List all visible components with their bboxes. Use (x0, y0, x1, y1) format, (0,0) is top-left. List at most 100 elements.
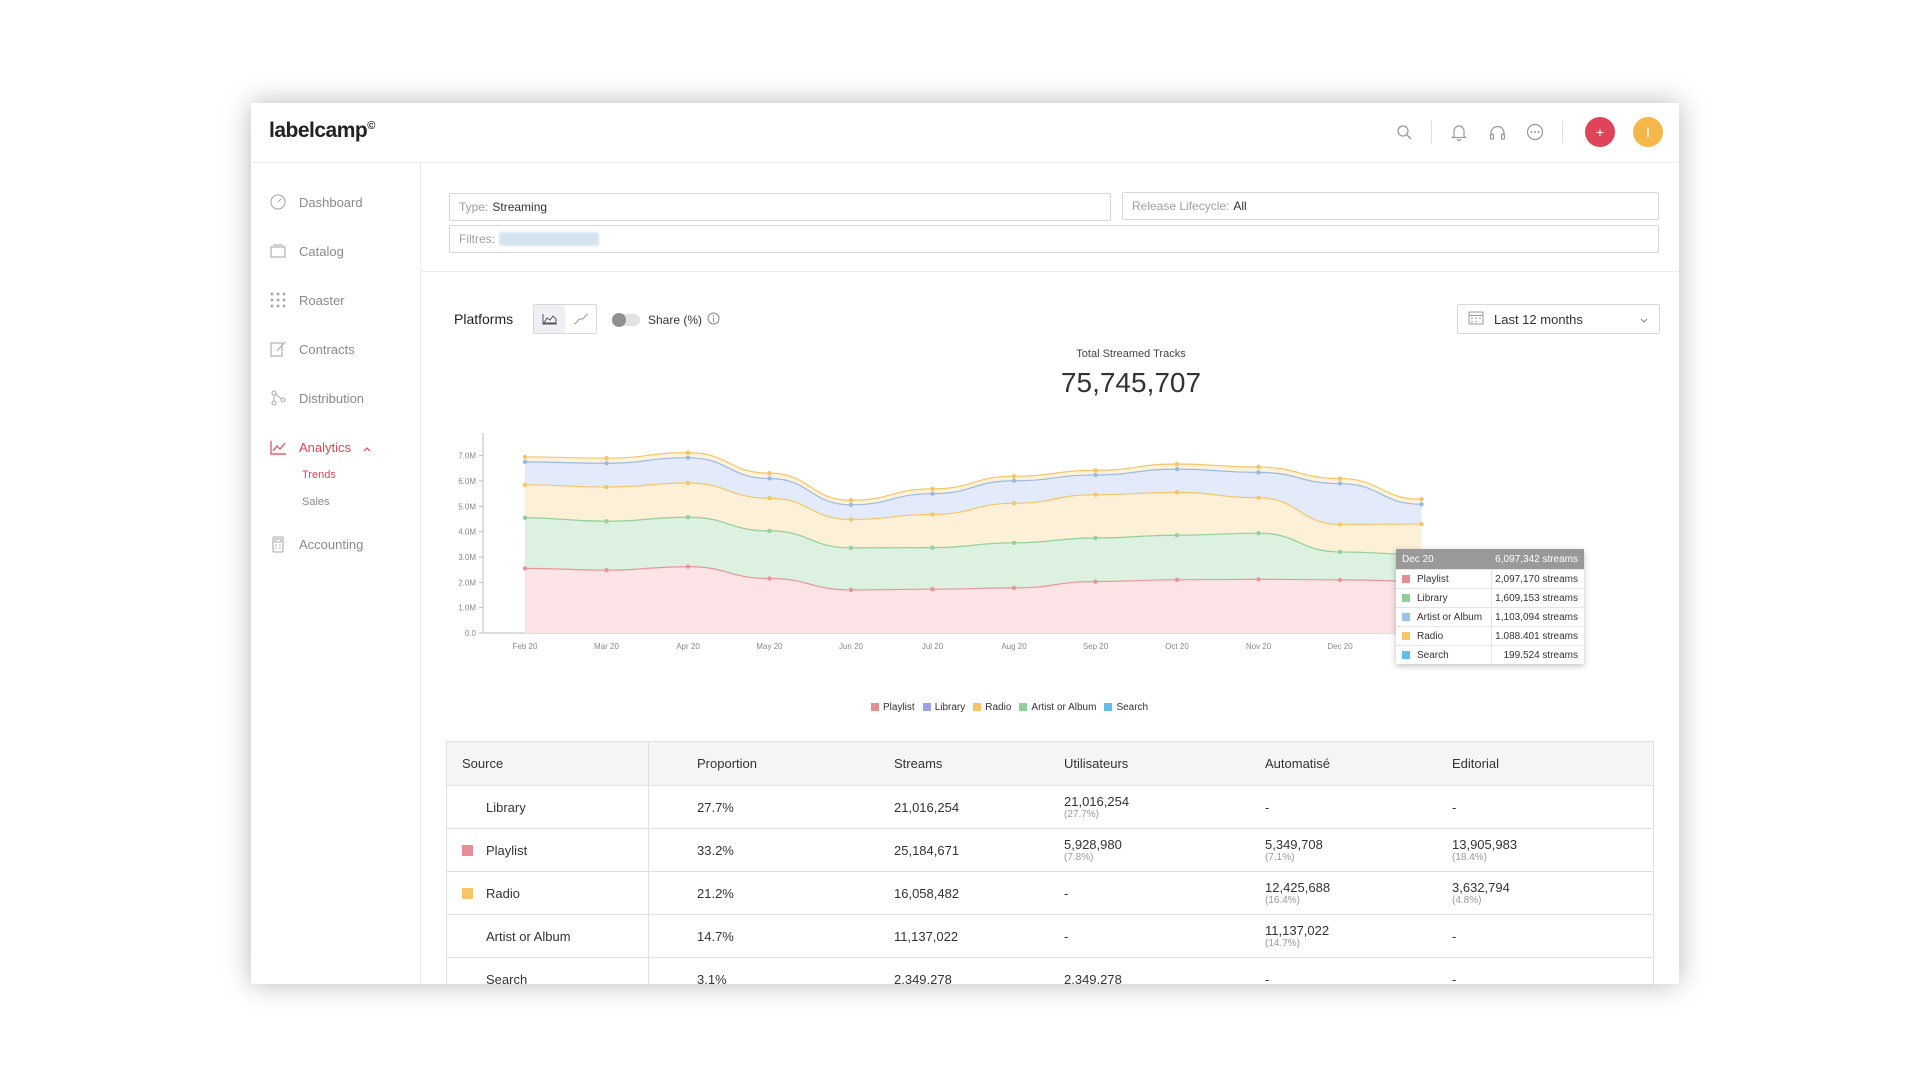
data-point[interactable] (1011, 585, 1017, 591)
data-point[interactable] (848, 502, 854, 508)
header-proportion[interactable]: Proportion (697, 756, 757, 771)
data-point[interactable] (848, 517, 854, 522)
y-tick-label: 1.0M (458, 604, 476, 613)
data-point[interactable] (930, 545, 935, 550)
sidebar-item-distribution[interactable]: Distribution (269, 389, 364, 407)
data-point[interactable] (604, 484, 609, 490)
filter-chip[interactable] (499, 232, 599, 246)
bell-icon[interactable] (1444, 117, 1474, 147)
data-point[interactable] (1093, 468, 1098, 473)
add-button[interactable]: + (1585, 117, 1615, 147)
type-filter[interactable]: Type: Streaming (449, 193, 1111, 221)
area-chart-button[interactable] (534, 305, 565, 333)
data-point[interactable] (1256, 495, 1261, 500)
data-point[interactable] (685, 515, 691, 520)
data-point[interactable] (1337, 481, 1343, 486)
data-point[interactable] (604, 461, 609, 466)
data-point[interactable] (1337, 522, 1343, 527)
data-point[interactable] (1337, 577, 1343, 583)
data-point[interactable] (1256, 577, 1261, 582)
legend-search[interactable]: Search (1104, 702, 1148, 713)
headphones-icon[interactable] (1482, 117, 1512, 147)
header-users[interactable]: Utilisateurs (1064, 756, 1129, 771)
table-row[interactable]: Artist or Album 14.7% 11,137,022 - 11,137,02… (447, 915, 1653, 958)
data-point[interactable] (767, 528, 772, 534)
table-row[interactable]: Radio 21.2% 16,058,482 - 12,425,688 (16.4%) 3,… (447, 872, 1653, 915)
sidebar-item-accounting[interactable]: Accounting (269, 535, 363, 553)
data-point[interactable] (1174, 577, 1180, 582)
data-point[interactable] (1337, 476, 1343, 481)
table-row[interactable]: Search 3.1% 2,349,278 2,349,278 - - (447, 958, 1653, 984)
line-chart-button[interactable] (565, 305, 596, 333)
sidebar-item-catalog[interactable]: Catalog (269, 242, 344, 260)
data-point[interactable] (685, 455, 691, 460)
data-point[interactable] (1256, 470, 1261, 475)
data-point[interactable] (1174, 490, 1180, 495)
data-point[interactable] (1419, 521, 1424, 527)
data-point[interactable] (1419, 497, 1424, 502)
subnav-trends[interactable]: Trends (302, 469, 336, 481)
sidebar-item-analytics[interactable]: Analytics (269, 438, 371, 456)
sidebar-item-dashboard[interactable]: Dashboard (269, 193, 363, 211)
data-point[interactable] (685, 564, 691, 569)
table-row[interactable]: Playlist 33.2% 25,184,671 5,928,980 (7.8%) 5,… (447, 829, 1653, 872)
data-point[interactable] (604, 456, 609, 461)
data-point[interactable] (1093, 472, 1098, 478)
data-point[interactable] (848, 545, 854, 551)
data-point[interactable] (522, 459, 528, 465)
data-point[interactable] (767, 496, 772, 501)
data-point[interactable] (685, 450, 691, 455)
header-automated[interactable]: Automatisé (1265, 756, 1331, 771)
data-point[interactable] (1256, 530, 1261, 536)
sidebar-item-contracts[interactable]: Contracts (269, 340, 355, 358)
data-point[interactable] (1256, 464, 1261, 470)
data-point[interactable] (1011, 540, 1017, 546)
logo[interactable]: labelcamp© (269, 119, 375, 143)
data-point[interactable] (1337, 549, 1343, 555)
info-icon[interactable] (707, 312, 720, 328)
data-point[interactable] (1011, 501, 1017, 506)
data-point[interactable] (1093, 535, 1098, 541)
header-streams[interactable]: Streams (894, 756, 943, 771)
filters-input[interactable]: Filtres: (449, 225, 1659, 253)
sidebar-item-roaster[interactable]: Roaster (269, 291, 345, 309)
data-point[interactable] (1093, 579, 1098, 584)
data-point[interactable] (767, 470, 772, 476)
data-point[interactable] (604, 519, 609, 524)
data-point[interactable] (522, 482, 528, 487)
data-point[interactable] (1011, 473, 1017, 479)
header-source[interactable]: Source (447, 742, 649, 785)
data-point[interactable] (604, 567, 609, 573)
legend-library[interactable]: Library (922, 702, 965, 713)
data-point[interactable] (1419, 502, 1424, 507)
data-point[interactable] (848, 587, 854, 593)
data-point[interactable] (930, 586, 935, 592)
data-point[interactable] (1093, 492, 1098, 497)
data-point[interactable] (767, 576, 772, 581)
data-point[interactable] (930, 512, 935, 517)
legend-playlist[interactable]: Playlist (871, 702, 915, 713)
table-row[interactable]: Library 27.7% 21,016,254 21,016,254 (27.7%) -… (447, 786, 1653, 829)
subnav-sales[interactable]: Sales (302, 496, 330, 508)
data-point[interactable] (930, 491, 935, 496)
data-point[interactable] (522, 515, 528, 520)
header-editorial[interactable]: Editorial (1452, 756, 1499, 771)
data-point[interactable] (1174, 461, 1180, 467)
data-point[interactable] (767, 476, 772, 481)
data-point[interactable] (930, 486, 935, 492)
data-point[interactable] (848, 498, 854, 503)
data-point[interactable] (1174, 466, 1180, 472)
period-select[interactable]: Last 12 months (1457, 304, 1660, 334)
data-point[interactable] (1011, 478, 1017, 483)
search-icon[interactable] (1389, 117, 1419, 147)
data-point[interactable] (522, 454, 528, 460)
more-icon[interactable] (1520, 117, 1550, 147)
data-point[interactable] (1174, 533, 1180, 538)
lifecycle-filter[interactable]: Release Lifecycle: All (1122, 192, 1659, 220)
share-toggle[interactable] (612, 313, 640, 327)
avatar[interactable]: I (1633, 117, 1663, 147)
legend-radio[interactable]: Radio (973, 702, 1011, 713)
legend-artist-or-album[interactable]: Artist or Album (1019, 702, 1096, 713)
data-point[interactable] (522, 566, 528, 571)
data-point[interactable] (685, 480, 691, 486)
